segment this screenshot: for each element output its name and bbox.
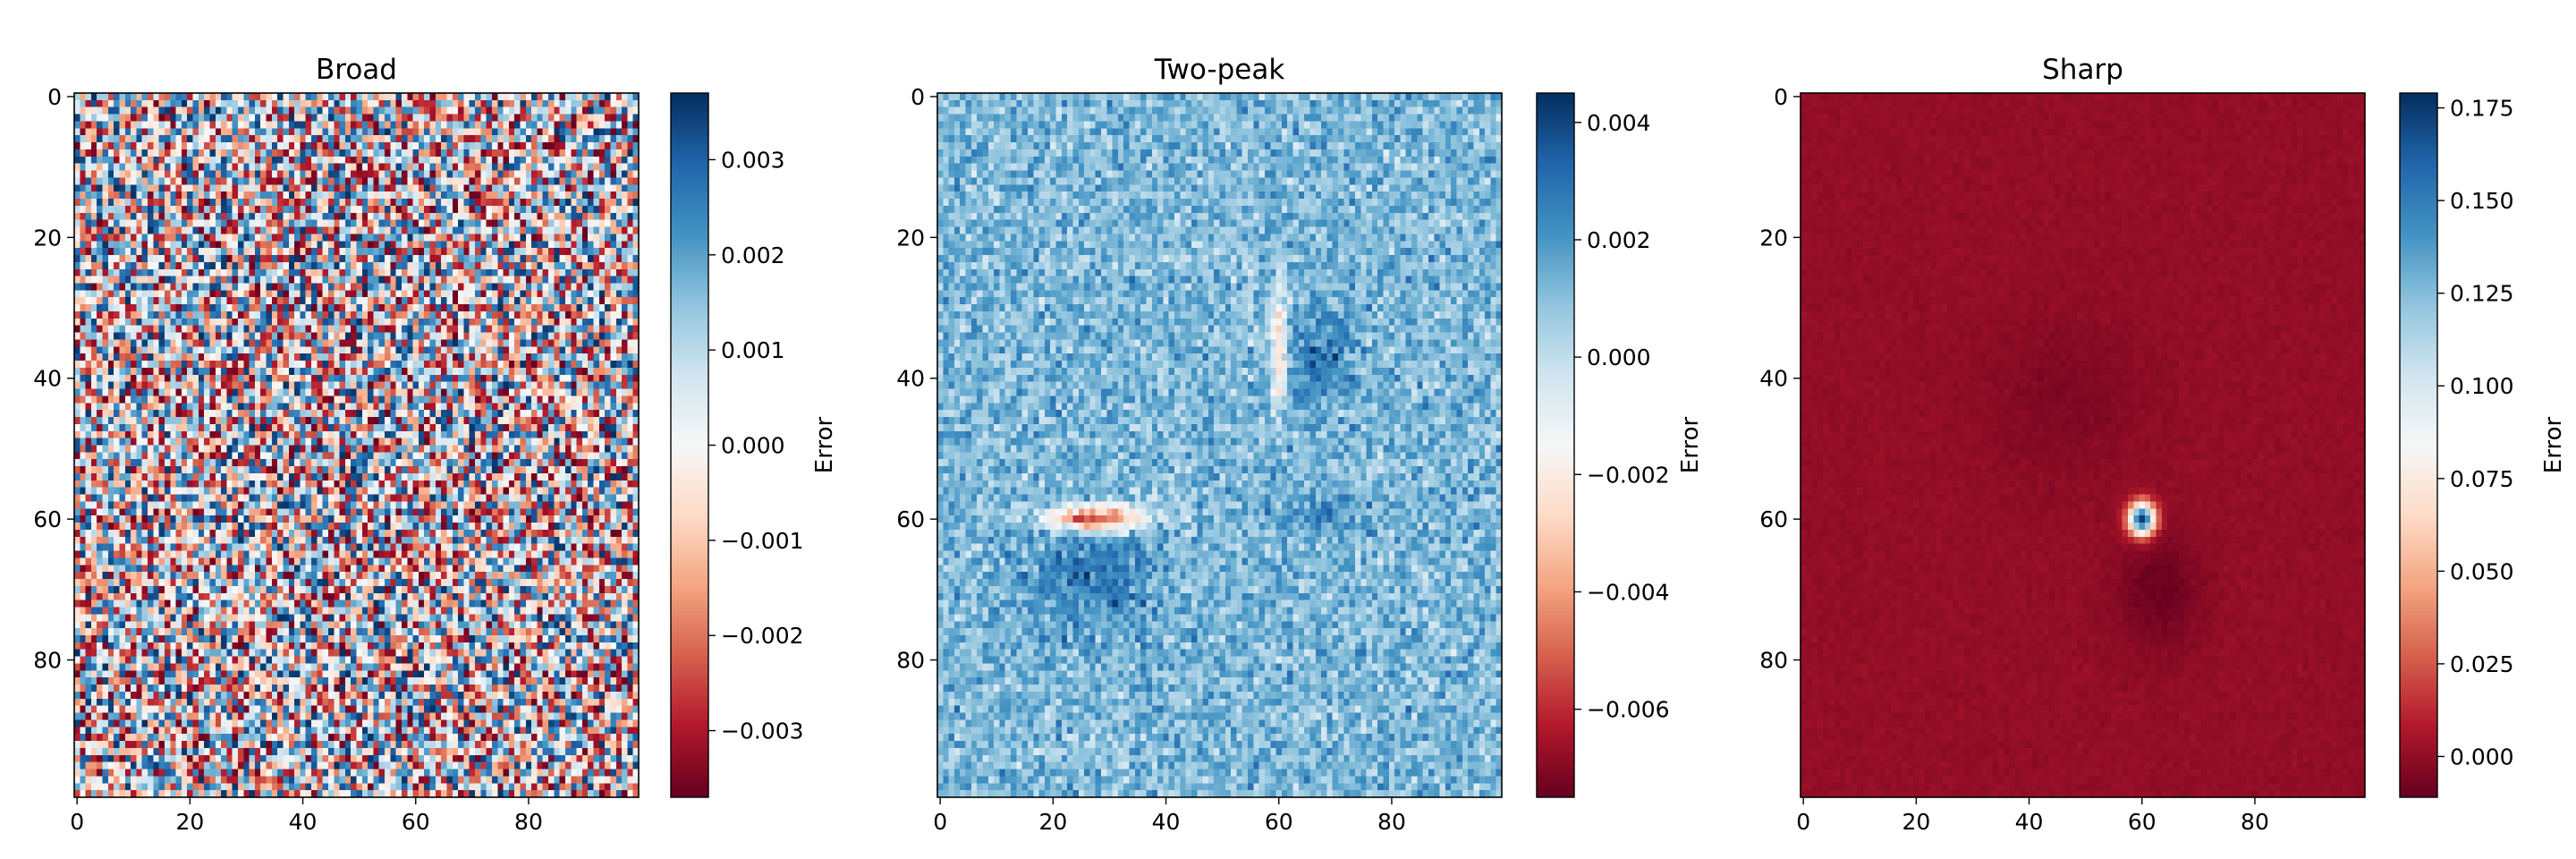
colorbar-label: Error — [2540, 417, 2567, 474]
x-tick-label: 0 — [1796, 809, 1810, 835]
panel-title: Sharp — [2042, 54, 2123, 86]
y-tick-label: 80 — [896, 648, 925, 674]
x-tick-label: 80 — [1377, 809, 1406, 835]
x-tick-label: 60 — [1265, 809, 1293, 835]
x-tick-label: 40 — [289, 809, 318, 835]
colorbar-frame — [2399, 92, 2438, 798]
heatmap-image — [1801, 93, 2366, 798]
colorbar — [671, 93, 708, 798]
colorbar — [1537, 93, 1574, 798]
colorbar-label: Error — [811, 417, 838, 474]
panel-title: Two-peak — [1154, 54, 1285, 86]
colorbar-tick-label: 0.002 — [1587, 227, 1651, 253]
heatmap-panel-sharp: Sharp 0 20 40 60 80 0 20 40 60 80 0.000 0.025 0.050 0.… — [1759, 54, 2567, 835]
x-tick-label: 80 — [514, 809, 543, 835]
x-tick-label: 20 — [175, 809, 204, 835]
y-tick-label: 20 — [1759, 225, 1788, 251]
y-tick-label: 0 — [47, 84, 62, 110]
x-tick-label: 80 — [2241, 809, 2269, 835]
colorbar-tick-label: 0.125 — [2450, 281, 2514, 307]
colorbar-label: Error — [1677, 417, 1704, 474]
x-tick-label: 20 — [1038, 809, 1067, 835]
colorbar-tick-label: 0.004 — [1587, 110, 1651, 136]
y-tick-label: 80 — [1759, 648, 1788, 674]
colorbar-tick-label: 0.001 — [721, 337, 785, 363]
y-tick-label: 40 — [1759, 366, 1788, 392]
axes-frame — [1800, 92, 2366, 798]
colorbar-tick-label: −0.002 — [721, 623, 804, 649]
colorbar-tick-label: 0.075 — [2450, 466, 2514, 492]
colorbar-tick-label: 0.100 — [2450, 373, 2514, 399]
colorbar — [2400, 93, 2437, 798]
colorbar-tick-label: −0.002 — [1587, 462, 1670, 488]
x-tick-label: 0 — [933, 809, 947, 835]
x-tick-label: 40 — [1152, 809, 1181, 835]
y-tick-label: 40 — [33, 366, 62, 392]
y-tick-label: 60 — [33, 506, 62, 532]
axes-frame — [73, 92, 640, 798]
colorbar-tick-label: 0.150 — [2450, 188, 2514, 214]
colorbar-tick-label: −0.001 — [721, 528, 804, 554]
colorbar-tick-label: 0.175 — [2450, 96, 2514, 122]
y-tick-label: 40 — [896, 366, 925, 392]
colorbar-tick-label: 0.000 — [721, 433, 785, 459]
heatmap-image — [74, 93, 640, 798]
colorbar-tick-label: −0.006 — [1587, 697, 1670, 723]
y-tick-label: 60 — [896, 506, 925, 532]
y-tick-label: 20 — [33, 225, 62, 251]
y-tick-label: 20 — [896, 225, 925, 251]
heatmap-image — [937, 93, 1503, 798]
x-tick-label: 40 — [2015, 809, 2044, 835]
y-tick-label: 60 — [1759, 506, 1788, 532]
colorbar-tick-label: 0.050 — [2450, 558, 2514, 584]
x-tick-label: 0 — [70, 809, 84, 835]
colorbar-tick-label: 0.002 — [721, 242, 785, 268]
colorbar-tick-label: 0.000 — [1587, 344, 1651, 370]
colorbar-tick-label: 0.000 — [2450, 744, 2514, 770]
panel-title: Broad — [316, 54, 397, 86]
y-tick-label: 0 — [911, 84, 925, 110]
x-tick-label: 20 — [1902, 809, 1930, 835]
heatmap-panel-two-peak: Two-peak 0 20 40 60 80 0 20 40 60 80 −0.006 −0.004 −0… — [896, 54, 1704, 835]
y-tick-label: 80 — [33, 648, 62, 674]
x-tick-label: 60 — [402, 809, 430, 835]
x-tick-label: 60 — [2128, 809, 2157, 835]
colorbar-tick-label: −0.004 — [1587, 579, 1670, 605]
axes-frame — [936, 92, 1503, 798]
y-tick-label: 0 — [1774, 84, 1788, 110]
heatmap-panel-broad: Broad 0 20 40 60 80 0 20 40 60 80 −0.003 −0.002 −0.00… — [33, 54, 838, 835]
colorbar-tick-label: 0.025 — [2450, 651, 2514, 677]
colorbar-tick-label: 0.003 — [721, 147, 785, 173]
colorbar-frame — [1536, 92, 1575, 798]
colorbar-tick-label: −0.003 — [721, 719, 804, 744]
